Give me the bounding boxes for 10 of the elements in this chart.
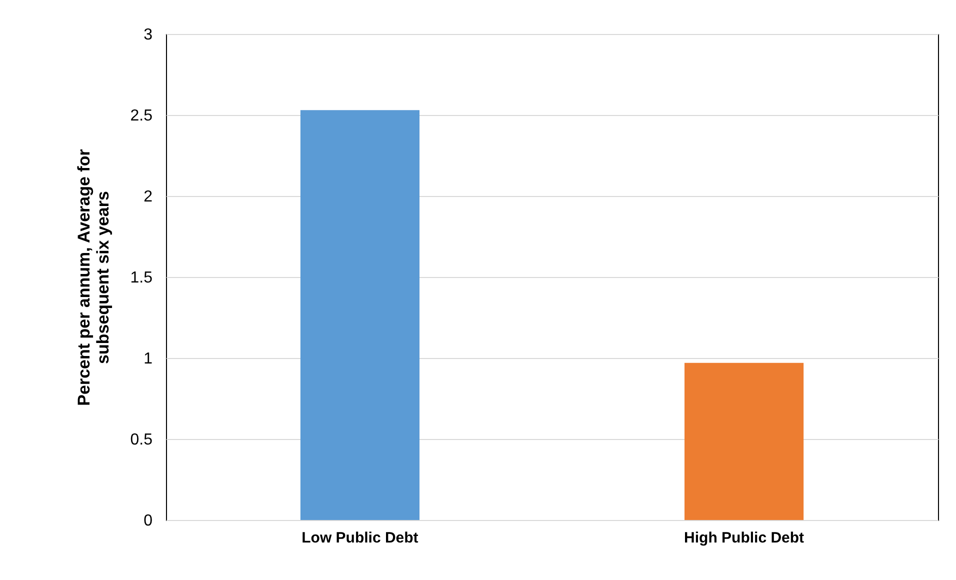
x-tick-label: High Public Debt bbox=[684, 530, 804, 546]
y-axis-title: Percent per annum, Average for subsequent six years bbox=[74, 148, 112, 406]
y-tick-label: 2.5 bbox=[130, 108, 153, 124]
y-tick-label: 1.5 bbox=[130, 270, 153, 286]
y-tick-label: 3 bbox=[144, 26, 153, 44]
y-tick-label: 0.5 bbox=[130, 432, 153, 448]
y-tick-label: 2 bbox=[144, 188, 153, 206]
y-tick-label: 0 bbox=[144, 512, 153, 530]
y-tick-label: 1 bbox=[144, 350, 153, 368]
x-tick-label: Low Public Debt bbox=[302, 530, 418, 546]
